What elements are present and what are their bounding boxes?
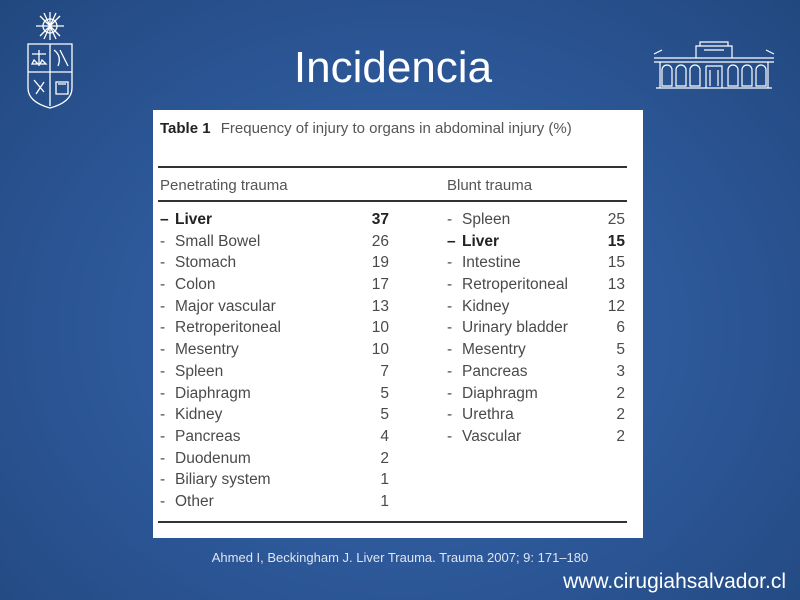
organ-name: Mesentry — [175, 341, 239, 359]
injury-percent: 25 — [607, 211, 625, 228]
table-row: - Other 1 — [160, 491, 389, 513]
injury-percent: 1 — [380, 471, 389, 489]
penetrating-trauma-header: Penetrating trauma — [160, 177, 288, 194]
injury-percent: 13 — [371, 297, 389, 315]
table-row: - Retroperitoneal 13 — [447, 274, 625, 296]
organ-name: Major vascular — [175, 297, 276, 315]
table-row: - Stomach 19 — [160, 252, 389, 274]
injury-percent: 15 — [607, 232, 625, 250]
organ-name: Diaphragm — [175, 384, 251, 402]
injury-percent: 19 — [371, 254, 389, 272]
organ-name: Duodenum — [175, 449, 251, 467]
table-row: - Spleen 7 — [160, 361, 389, 383]
organ-name: Pancreas — [462, 362, 528, 380]
table-row: - Major vascular 13 — [160, 296, 389, 318]
organ-name: Urethra — [462, 406, 514, 424]
injury-percent: 13 — [607, 276, 625, 294]
injury-percent: 1 — [380, 492, 389, 510]
table-row: - Mesentry 5 — [447, 339, 625, 361]
injury-percent: 4 — [380, 427, 389, 445]
table-row: - Kidney 5 — [160, 404, 389, 426]
table-row: – Liver 15 — [447, 231, 625, 253]
organ-name: Spleen — [175, 362, 224, 380]
website-url: www.cirugiahsalvador.cl — [563, 570, 786, 593]
table-row: - Pancreas 4 — [160, 426, 389, 448]
blunt-trauma-list: - Spleen 25 – Liver 15 - Intestine 15 - Retrope… — [447, 209, 625, 448]
table-row: - Kidney 12 — [447, 296, 625, 318]
injury-percent: 5 — [380, 406, 389, 424]
injury-percent: 2 — [616, 384, 625, 402]
injury-percent: 5 — [380, 384, 389, 402]
university-crest-icon — [22, 10, 78, 110]
injury-percent: 17 — [371, 276, 389, 294]
injury-percent: 7 — [380, 362, 389, 380]
organ-name: Intestine — [462, 254, 521, 272]
organ-name: Spleen — [462, 211, 511, 228]
organ-name: Pancreas — [175, 427, 241, 445]
injury-percent: 6 — [616, 319, 625, 337]
injury-percent: 3 — [616, 362, 625, 380]
hospital-building-icon — [652, 40, 776, 92]
table-header-rule — [158, 200, 627, 202]
organ-name: Colon — [175, 276, 216, 294]
table-row: - Biliary system 1 — [160, 469, 389, 491]
injury-percent: 2 — [616, 427, 625, 445]
table-row: - Retroperitoneal 10 — [160, 317, 389, 339]
injury-percent: 10 — [371, 319, 389, 337]
injury-percent: 15 — [607, 254, 625, 272]
organ-name: Kidney — [462, 297, 510, 315]
penetrating-trauma-list: – Liver 37 - Small Bowel 26 - Stomach 19 - Colo… — [160, 209, 389, 513]
organ-name: Biliary system — [175, 471, 271, 489]
slide-title: Incidencia — [293, 43, 493, 92]
injury-percent: 5 — [616, 341, 625, 359]
organ-name: Retroperitoneal — [175, 319, 281, 337]
table-top-rule — [158, 166, 627, 168]
citation: Ahmed I, Beckingham J. Liver Trauma. Tra… — [211, 550, 589, 565]
table-row: - Urinary bladder 6 — [447, 317, 625, 339]
injury-percent: 2 — [616, 406, 625, 424]
table-bottom-rule — [158, 521, 627, 523]
organ-name: Liver — [175, 211, 213, 228]
organ-name: Kidney — [175, 406, 223, 424]
table-caption-text: Frequency of injury to organs in abdomin… — [220, 120, 572, 137]
injury-percent: 37 — [371, 211, 389, 228]
table-caption: Table 1 Frequency of injury to organs in… — [160, 118, 630, 139]
table-row: - Colon 17 — [160, 274, 389, 296]
table-number: Table 1 — [160, 120, 211, 137]
table-row: – Liver 37 — [160, 209, 389, 231]
organ-name: Vascular — [462, 427, 522, 445]
table-row: - Mesentry 10 — [160, 339, 389, 361]
table-row: - Diaphragm 2 — [447, 383, 625, 405]
organ-name: Stomach — [175, 254, 237, 272]
table-row: - Diaphragm 5 — [160, 383, 389, 405]
organ-name: Liver — [462, 232, 500, 250]
injury-percent: 26 — [371, 232, 389, 250]
table-row: - Spleen 25 — [447, 209, 625, 231]
organ-name: Other — [175, 492, 214, 510]
table-row: - Pancreas 3 — [447, 361, 625, 383]
table-row: - Small Bowel 26 — [160, 231, 389, 253]
injury-frequency-table: Table 1 Frequency of injury to organs in… — [153, 110, 643, 538]
injury-percent: 12 — [607, 297, 625, 315]
table-row: - Intestine 15 — [447, 252, 625, 274]
organ-name: Small Bowel — [175, 232, 261, 250]
organ-name: Retroperitoneal — [462, 276, 568, 294]
organ-name: Urinary bladder — [462, 319, 568, 337]
table-row: - Urethra 2 — [447, 404, 625, 426]
blunt-trauma-header: Blunt trauma — [447, 177, 533, 194]
organ-name: Diaphragm — [462, 384, 538, 402]
table-row: - Vascular 2 — [447, 426, 625, 448]
injury-percent: 2 — [380, 449, 389, 467]
organ-name: Mesentry — [462, 341, 526, 359]
injury-percent: 10 — [371, 341, 389, 359]
table-row: - Duodenum 2 — [160, 448, 389, 470]
